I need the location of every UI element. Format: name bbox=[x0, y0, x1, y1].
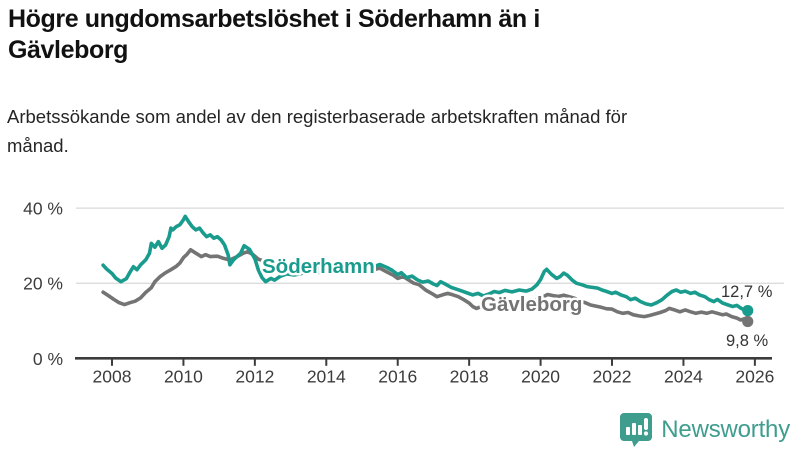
series-end-dot bbox=[742, 305, 754, 317]
y-axis-tick-label: 20 % bbox=[23, 274, 63, 294]
series-label-soderhamn: Söderhamn bbox=[262, 255, 375, 278]
x-axis-tick-label: 2014 bbox=[307, 367, 346, 387]
x-axis-tick-label: 2022 bbox=[593, 367, 632, 387]
x-axis-tick-label: 2008 bbox=[93, 367, 132, 387]
chart-subtitle: Arbetssökande som andel av den registerb… bbox=[7, 106, 628, 156]
x-axis-tick-label: 2018 bbox=[450, 367, 489, 387]
series-line-soderhamn bbox=[101, 214, 750, 313]
series-label-gavleborg: Gävleborg bbox=[481, 293, 582, 316]
unemployment-chart: 40 % 20 % 0 % 2008 2010 2012 2014 2016 2018 2020 2… bbox=[23, 199, 784, 387]
y-axis-tick-label: 0 % bbox=[33, 349, 63, 369]
bar-chart-speech-bubble-icon bbox=[620, 413, 653, 447]
y-axis-tick-label: 40 % bbox=[23, 199, 63, 219]
x-axis-tick-label: 2024 bbox=[664, 367, 703, 387]
x-axis-tick-label: 2010 bbox=[164, 367, 203, 387]
series-end-dot bbox=[742, 315, 754, 328]
x-axis-tick-label: 2026 bbox=[735, 367, 774, 387]
series-end-value-label: 12,7 % bbox=[721, 283, 773, 301]
page-title: Högre ungdomsarbetslöshet i Söderhamn än… bbox=[8, 5, 540, 64]
x-axis-tick-label: 2016 bbox=[378, 367, 417, 387]
newsworthy-logo[interactable]: Newsworthy bbox=[619, 412, 790, 447]
series-line-gavleborg bbox=[101, 248, 750, 324]
series-end-value-label: 9,8 % bbox=[726, 332, 769, 350]
brand-wordmark: Newsworthy bbox=[661, 415, 790, 443]
x-axis-tick-label: 2012 bbox=[235, 367, 274, 387]
x-axis-tick-label: 2020 bbox=[521, 367, 560, 387]
